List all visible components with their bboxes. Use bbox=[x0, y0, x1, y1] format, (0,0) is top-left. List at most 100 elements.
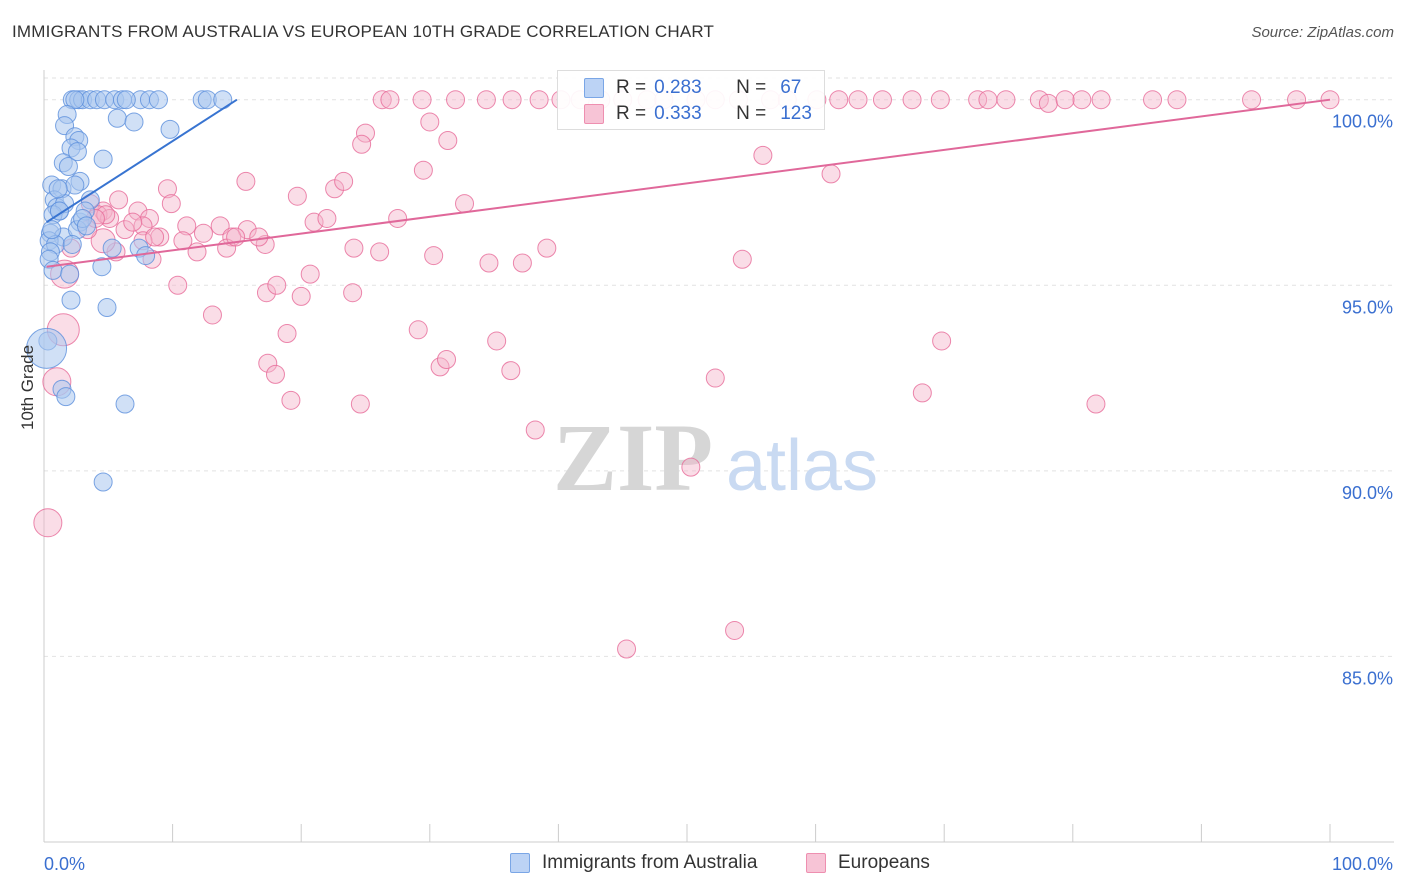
point-european bbox=[930, 90, 950, 110]
point-european bbox=[236, 171, 256, 191]
point-european bbox=[157, 179, 177, 199]
point-european bbox=[317, 208, 337, 228]
point-european bbox=[487, 331, 507, 351]
point-australia bbox=[107, 108, 127, 128]
point-european bbox=[525, 420, 545, 440]
point-european bbox=[255, 234, 275, 254]
point-european bbox=[848, 90, 868, 110]
y-tick-label: 85.0% bbox=[1342, 668, 1393, 688]
trend-line-australia bbox=[46, 98, 238, 224]
point-australia bbox=[92, 257, 112, 277]
watermark-zip: ZIP bbox=[553, 404, 713, 511]
point-australia bbox=[116, 90, 136, 110]
watermark-atlas: atlas bbox=[726, 426, 878, 506]
n-label: N = bbox=[736, 77, 767, 98]
n-label: N = bbox=[736, 103, 767, 124]
point-australia bbox=[67, 142, 87, 162]
point-european bbox=[725, 620, 745, 640]
point-european bbox=[388, 208, 408, 228]
point-european bbox=[424, 246, 444, 266]
point-european bbox=[705, 368, 725, 388]
point-european bbox=[502, 90, 522, 110]
point-european bbox=[300, 264, 320, 284]
series-legend: Immigrants from Australia Europeans bbox=[0, 852, 1406, 878]
legend-item-europeans[interactable]: Europeans bbox=[806, 852, 930, 874]
watermark: ZIP atlas bbox=[553, 404, 878, 511]
point-european bbox=[413, 160, 433, 180]
r-label: R = bbox=[616, 103, 647, 124]
point-european bbox=[249, 227, 269, 247]
point-european bbox=[681, 457, 701, 477]
r-label: R = bbox=[616, 77, 647, 98]
legend-swatch-europeans bbox=[806, 853, 826, 873]
point-european bbox=[161, 194, 181, 214]
point-australia bbox=[26, 327, 68, 369]
point-european bbox=[344, 238, 364, 258]
point-australia bbox=[160, 119, 180, 139]
point-australia bbox=[65, 175, 85, 195]
point-european bbox=[265, 364, 285, 384]
point-australia bbox=[97, 298, 117, 318]
source-label: Source: ZipAtlas.com bbox=[1251, 24, 1394, 41]
point-european bbox=[100, 208, 120, 228]
point-european bbox=[115, 220, 135, 240]
point-european bbox=[968, 90, 988, 110]
legend-swatch-europeans bbox=[584, 104, 604, 124]
point-european bbox=[380, 90, 400, 110]
point-european bbox=[343, 283, 363, 303]
point-european bbox=[408, 320, 428, 340]
point-australia bbox=[60, 264, 80, 284]
point-european bbox=[996, 90, 1016, 110]
point-australia bbox=[93, 149, 113, 169]
data-points bbox=[26, 90, 1340, 659]
point-european bbox=[872, 90, 892, 110]
point-european bbox=[932, 331, 952, 351]
point-european bbox=[537, 238, 557, 258]
point-european bbox=[902, 90, 922, 110]
point-european bbox=[617, 639, 637, 659]
legend-row-europeans: R = 0.333 N = 123 bbox=[558, 101, 812, 127]
legend-label-europeans: Europeans bbox=[838, 852, 930, 873]
point-european bbox=[529, 90, 549, 110]
y-axis-label: 10th Grade bbox=[18, 344, 37, 430]
point-european bbox=[193, 223, 213, 243]
point-european bbox=[438, 131, 458, 151]
legend-label-australia: Immigrants from Australia bbox=[542, 852, 758, 873]
point-australia bbox=[61, 290, 81, 310]
point-australia bbox=[93, 472, 113, 492]
point-european bbox=[1287, 90, 1307, 110]
point-european bbox=[476, 90, 496, 110]
point-european bbox=[1072, 90, 1092, 110]
legend-item-australia[interactable]: Immigrants from Australia bbox=[510, 852, 757, 874]
point-australia bbox=[124, 112, 144, 132]
point-european bbox=[350, 394, 370, 414]
point-european bbox=[455, 194, 475, 214]
point-australia bbox=[62, 234, 82, 254]
point-european bbox=[1086, 394, 1106, 414]
point-european bbox=[1143, 90, 1163, 110]
axes bbox=[43, 70, 1394, 843]
point-european bbox=[277, 324, 297, 344]
trend-lines bbox=[46, 98, 1331, 268]
point-australia bbox=[148, 90, 168, 110]
chart-title: IMMIGRANTS FROM AUSTRALIA VS EUROPEAN 10… bbox=[12, 22, 715, 41]
point-european bbox=[258, 353, 278, 373]
point-european bbox=[412, 90, 432, 110]
point-european bbox=[912, 383, 932, 403]
point-european bbox=[1055, 90, 1075, 110]
y-tick-label: 90.0% bbox=[1342, 483, 1393, 503]
point-european bbox=[281, 390, 301, 410]
point-european bbox=[430, 357, 450, 377]
point-european bbox=[1091, 90, 1111, 110]
legend-swatch-australia bbox=[584, 78, 604, 98]
point-australia bbox=[115, 394, 135, 414]
point-european bbox=[352, 134, 372, 154]
point-australia bbox=[76, 216, 96, 236]
point-australia bbox=[58, 157, 78, 176]
point-european bbox=[978, 90, 998, 110]
point-european bbox=[372, 90, 392, 110]
n-value-europeans: 123 bbox=[780, 103, 812, 124]
point-european bbox=[256, 283, 276, 303]
point-european bbox=[202, 305, 222, 325]
